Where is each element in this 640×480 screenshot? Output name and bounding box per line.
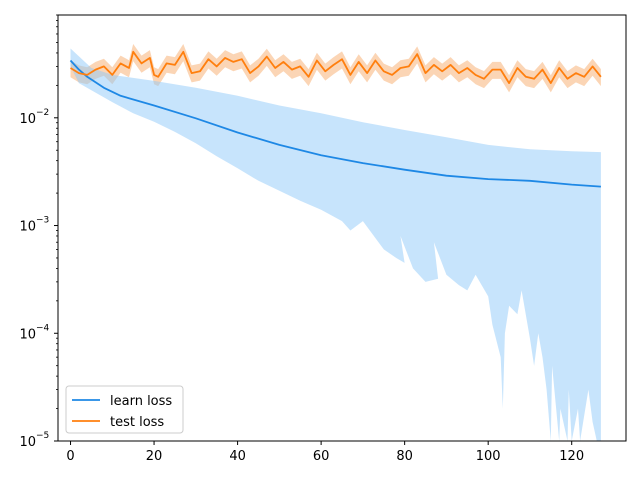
x-axis-ticks: 0 20 40 60 80 100 120 xyxy=(66,441,584,464)
legend: learn loss test loss xyxy=(65,385,184,434)
x-tick-label: 60 xyxy=(313,449,330,464)
test-loss-line xyxy=(70,50,602,84)
y-tick-exponent: −3 xyxy=(36,216,49,226)
test-loss-band xyxy=(70,44,601,93)
learn-loss-line xyxy=(69,59,601,188)
axes-frame xyxy=(57,14,627,442)
learn-loss-band xyxy=(70,48,601,441)
y-tick-exponent: −5 xyxy=(36,431,49,441)
y-tick-exponent: −4 xyxy=(36,323,50,333)
legend-label: learn loss xyxy=(110,394,172,409)
x-tick-label: 0 xyxy=(66,449,74,464)
y-tick-label: 10 xyxy=(19,220,36,235)
y-tick-exponent: −2 xyxy=(36,108,49,118)
x-tick-label: 40 xyxy=(229,449,246,464)
x-tick-label: 120 xyxy=(559,449,584,464)
legend-label: test loss xyxy=(110,415,164,430)
x-tick-label: 100 xyxy=(476,449,501,464)
y-axis-ticks: 10−510−410−310−2 xyxy=(19,14,58,450)
y-tick-label: 10 xyxy=(19,435,36,450)
x-tick-label: 80 xyxy=(396,449,413,464)
x-tick-label: 20 xyxy=(146,449,163,464)
y-tick-label: 10 xyxy=(19,327,36,342)
y-tick-label: 10 xyxy=(19,112,36,127)
series-lines xyxy=(69,50,602,188)
confidence-bands xyxy=(70,44,601,441)
